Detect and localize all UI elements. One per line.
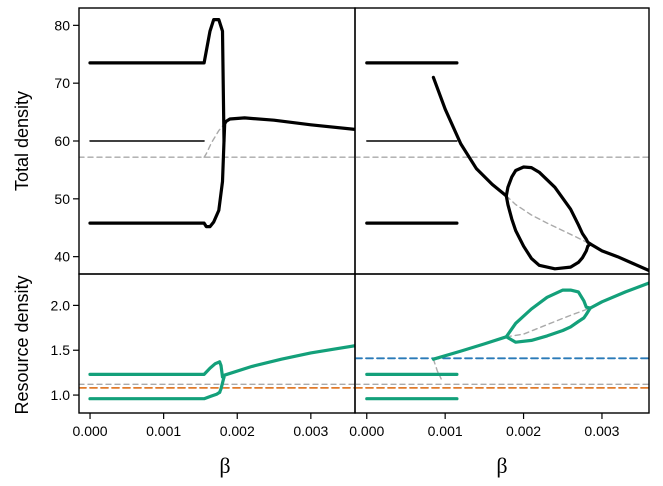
panel-top-right	[354, 7, 650, 275]
series-line-thick-solid	[431, 75, 508, 198]
panel-top-left: 40 50 60 70 80	[54, 7, 356, 275]
x-tick-label: 0.001	[146, 423, 181, 439]
x-tick-label: 0.003	[584, 423, 619, 439]
series-line-thick-solid	[504, 194, 592, 271]
x-tick-label: 0.002	[506, 423, 541, 439]
series-group	[79, 344, 355, 401]
series-line-thick-solid	[504, 165, 592, 246]
y-tick-label: 80	[54, 17, 70, 33]
x-tick-label: 0.002	[220, 423, 255, 439]
series-line-thick-solid	[88, 139, 226, 229]
y-tick-label: 2.0	[51, 297, 71, 313]
series-line-thick-solid	[504, 306, 592, 344]
y-tick-label: 60	[54, 133, 70, 149]
series-line-thick-solid	[88, 18, 355, 143]
series-group	[79, 18, 355, 229]
x-tick-label: 0.003	[293, 423, 328, 439]
series-line-thick-solid	[222, 344, 355, 377]
series-line-thick-solid	[588, 242, 649, 273]
panel-bottom-right: 0.000 0.001 0.002 0.003	[349, 273, 650, 439]
series-line-gray-dashed	[203, 123, 226, 158]
series-line-gray-dashed	[505, 307, 591, 338]
x-tick-label: 0.001	[428, 423, 463, 439]
xlabel-right: β	[496, 453, 507, 478]
series-line-gray-dashed	[432, 358, 442, 380]
panel-bottom-left: 1.0 1.5 2.0 0.000 0.001 0.002 0.003	[51, 273, 356, 439]
y-tick-label: 50	[54, 191, 70, 207]
top-ylabel: Total density	[12, 91, 32, 191]
series-group	[355, 61, 649, 273]
xlabel-left: β	[219, 453, 230, 478]
panel-frame	[354, 273, 650, 414]
y-tick-label: 40	[54, 249, 70, 265]
bottom-ylabel: Resource density	[12, 275, 32, 414]
y-tick-label: 70	[54, 75, 70, 91]
y-tick-label: 1.0	[51, 387, 71, 403]
series-line-thick-solid	[218, 375, 226, 394]
series-line-thick-solid	[588, 281, 649, 310]
series-group	[355, 281, 649, 401]
series-line-gray-dashed	[505, 195, 591, 245]
series-line-thick-solid	[88, 390, 222, 401]
x-tick-label: 0.000	[73, 423, 108, 439]
y-tick-label: 1.5	[51, 342, 71, 358]
series-line-thick-solid	[504, 288, 592, 339]
series-line-thick-solid	[431, 335, 508, 361]
x-tick-label: 0.000	[349, 423, 384, 439]
series-line-thick-solid	[88, 360, 222, 376]
